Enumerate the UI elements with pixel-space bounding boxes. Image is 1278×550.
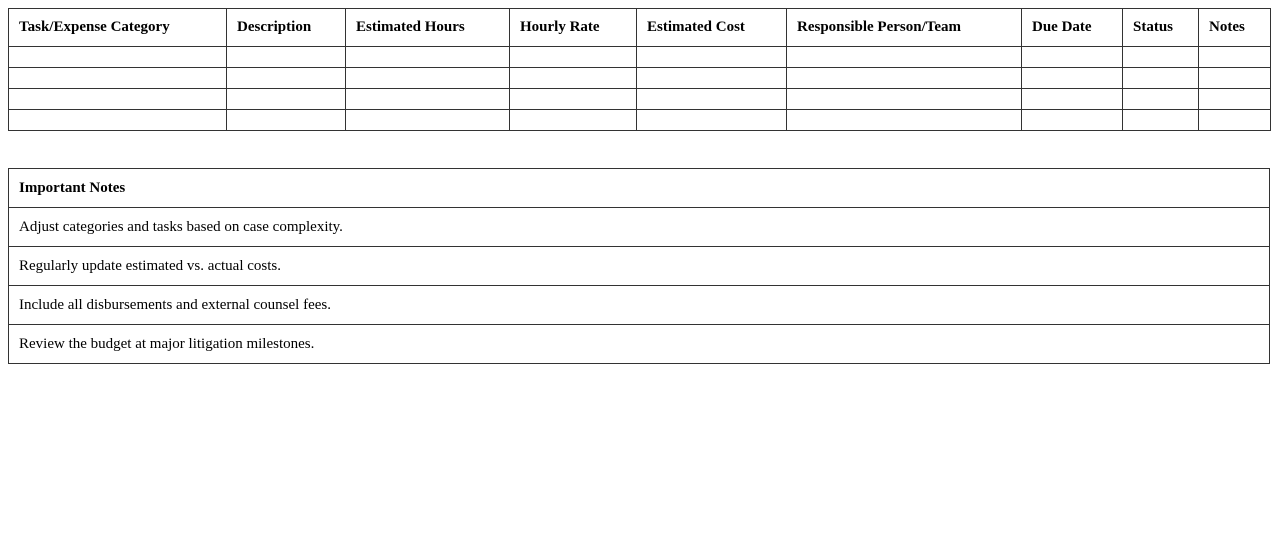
table-cell[interactable] [509,109,637,131]
table-cell[interactable] [1021,67,1123,89]
note-row: Regularly update estimated vs. actual co… [8,246,1270,286]
table-cell[interactable] [509,46,637,68]
table-cell[interactable] [1198,46,1271,68]
table-cell[interactable] [8,88,227,110]
table-cell[interactable] [786,109,1022,131]
column-header: Estimated Cost [636,8,787,47]
table-cell[interactable] [786,67,1022,89]
table-cell[interactable] [345,109,510,131]
table-cell[interactable] [636,109,787,131]
column-header: Task/Expense Category [8,8,227,47]
table-cell[interactable] [226,46,346,68]
table-cell[interactable] [345,46,510,68]
column-header: Status [1122,8,1199,47]
table-cell[interactable] [509,67,637,89]
budget-table: Task/Expense Category Description Estimate… [8,8,1271,131]
table-cell[interactable] [1021,109,1123,131]
table-cell[interactable] [345,67,510,89]
important-notes-table: Important Notes Adjust categories and ta… [8,168,1270,364]
notes-header-row: Important Notes [8,168,1270,208]
table-cell[interactable] [8,109,227,131]
table-cell[interactable] [1122,46,1199,68]
table-cell[interactable] [1198,67,1271,89]
table-row [8,88,1271,110]
table-cell[interactable] [226,67,346,89]
table-cell[interactable] [345,88,510,110]
column-header: Due Date [1021,8,1123,47]
note-row: Adjust categories and tasks based on cas… [8,207,1270,247]
table-cell[interactable] [636,67,787,89]
table-cell[interactable] [1021,46,1123,68]
note-row: Review the budget at major litigation mi… [8,324,1270,364]
column-header: Description [226,8,346,47]
table-row [8,46,1271,68]
table-cell[interactable] [786,88,1022,110]
table-cell[interactable] [1198,109,1271,131]
column-header: Estimated Hours [345,8,510,47]
column-header: Notes [1198,8,1271,47]
table-cell[interactable] [1198,88,1271,110]
table-cell[interactable] [1122,109,1199,131]
table-cell[interactable] [226,88,346,110]
table-cell[interactable] [786,46,1022,68]
table-cell[interactable] [636,46,787,68]
table-cell[interactable] [8,46,227,68]
table-cell[interactable] [8,67,227,89]
table-row [8,67,1271,89]
table-cell[interactable] [1021,88,1123,110]
note-item: Include all disbursements and external c… [8,285,1270,325]
header-row: Task/Expense Category Description Estimate… [8,8,1271,47]
note-item: Review the budget at major litigation mi… [8,324,1270,364]
note-item: Regularly update estimated vs. actual co… [8,246,1270,286]
column-header: Hourly Rate [509,8,637,47]
column-header: Responsible Person/Team [786,8,1022,47]
table-cell[interactable] [636,88,787,110]
table-cell[interactable] [1122,67,1199,89]
note-row: Include all disbursements and external c… [8,285,1270,325]
table-cell[interactable] [226,109,346,131]
notes-title: Important Notes [8,168,1270,208]
note-item: Adjust categories and tasks based on cas… [8,207,1270,247]
table-cell[interactable] [1122,88,1199,110]
table-cell[interactable] [509,88,637,110]
table-row [8,109,1271,131]
